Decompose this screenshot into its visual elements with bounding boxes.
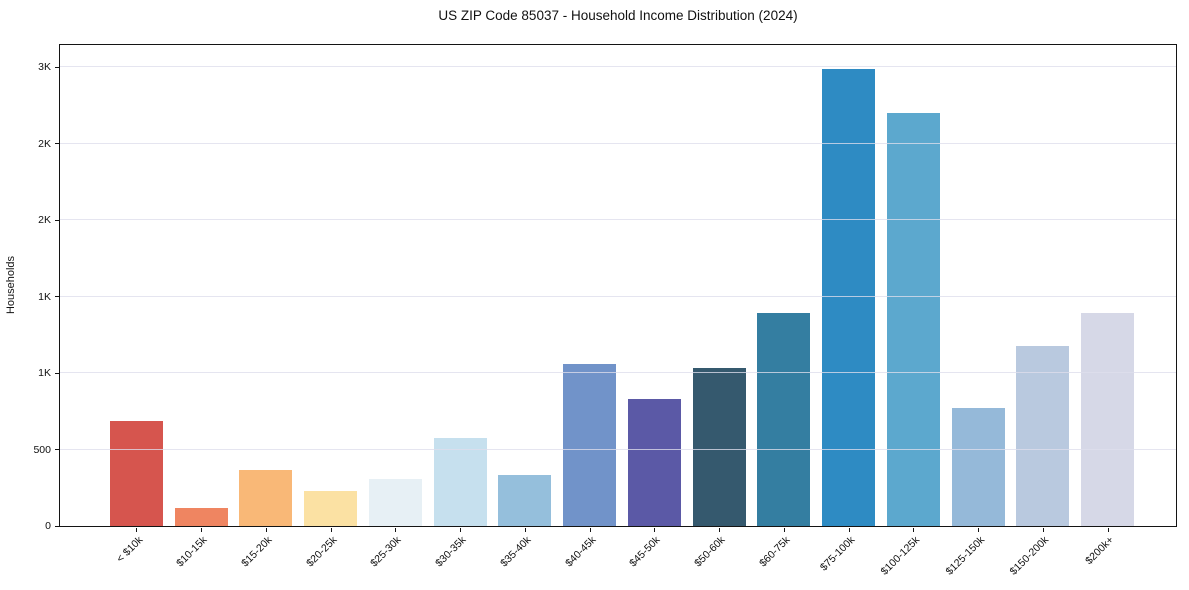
x-tick-mark [136, 527, 138, 532]
bar-slot-10: $50-60k [687, 45, 752, 569]
y-tick-mark [54, 449, 59, 451]
x-tick-mark [589, 527, 591, 532]
x-tick-label: $40-45k [562, 534, 599, 570]
bar-40-45k [563, 364, 617, 526]
y-tick-label: 2K [38, 137, 51, 150]
x-tick-mark [524, 527, 526, 532]
bars-row: < $10k $10-15k $15-20k $20-25k $25-30k $30-35… [104, 45, 1140, 578]
x-tick-mark [201, 527, 203, 532]
bar-slot-8: $40-45k [557, 45, 622, 569]
x-tick-mark [848, 527, 850, 532]
bar-slot-15: $150-200k [1008, 45, 1076, 578]
y-tick-label: 2K [38, 214, 51, 227]
x-tick-label: $45-50k [627, 534, 663, 570]
bar-slot-9: $45-50k [622, 45, 687, 569]
x-tick-label: $200k+ [1083, 534, 1117, 568]
bar-slot-4: $20-25k [298, 45, 363, 569]
bar-200k [1081, 312, 1135, 526]
bar-10k [109, 421, 163, 526]
bar-45-50k [627, 399, 681, 526]
bar-30-35k [433, 438, 487, 526]
x-tick-label: $75-100k [817, 534, 858, 574]
x-tick-mark [1042, 527, 1044, 532]
y-tick-mark [54, 143, 59, 145]
x-tick-label: $10-15k [174, 534, 210, 570]
bar-75-100k [822, 69, 876, 526]
x-tick-mark [330, 527, 332, 532]
x-tick-label: $100-125k [878, 534, 922, 578]
y-axis-label: Households [5, 255, 17, 315]
bar-25-30k [368, 478, 422, 526]
x-tick-mark [1107, 527, 1109, 532]
bar-15-20k [239, 470, 293, 526]
x-tick-label: < $10k [113, 534, 145, 565]
x-tick-mark [783, 527, 785, 532]
x-tick-label: $15-20k [239, 534, 275, 570]
y-tick-label: 1K [38, 367, 51, 380]
y-tick-label: 0 [45, 520, 51, 532]
x-tick-mark [395, 527, 397, 532]
y-tick-mark [54, 219, 59, 221]
bar-50-60k [692, 368, 746, 526]
y-tick-mark [54, 66, 59, 68]
bar-slot-16: $200k+ [1075, 45, 1140, 567]
bar-slot-11: $60-75k [752, 45, 817, 569]
x-tick-label: $150-200k [1007, 534, 1052, 578]
x-tick-label: $35-40k [498, 534, 534, 570]
bar-slot-2: $10-15k [169, 45, 234, 569]
x-tick-mark [978, 527, 980, 532]
y-tick-label: 1K [38, 290, 51, 303]
bar-60-75k [757, 313, 811, 526]
bar-10-15k [174, 508, 228, 526]
bar-125-150k [951, 408, 1005, 526]
x-tick-mark [460, 527, 462, 532]
y-tick-mark [54, 372, 59, 374]
plot-area: 0 500 1K 1K 2K 2K 3K < $10k $10-15k $15-20k $20-2… [33, 44, 1177, 578]
bar-slot-6: $30-35k [428, 45, 493, 569]
bar-slot-13: $100-125k [878, 45, 946, 578]
x-tick-label: $25-30k [368, 534, 404, 570]
bar-slot-14: $125-150k [943, 45, 1011, 578]
x-tick-mark [719, 527, 721, 532]
y-tick-mark [54, 525, 59, 527]
x-tick-mark [913, 527, 915, 532]
bar-slot-5: $25-30k [363, 45, 428, 569]
x-tick-mark [265, 527, 267, 532]
bar-20-25k [304, 491, 358, 526]
bar-100-125k [886, 113, 940, 526]
y-tick-label: 3K [38, 61, 51, 74]
y-tick-mark [54, 296, 59, 298]
bar-slot-7: $35-40k [493, 45, 558, 569]
x-tick-label: $50-60k [692, 534, 728, 570]
bar-slot-1: < $10k [104, 45, 169, 565]
x-tick-label: $20-25k [303, 534, 340, 570]
bar-slot-3: $15-20k [234, 45, 299, 569]
chart-title: US ZIP Code 85037 - Household Income Dis… [438, 8, 798, 23]
x-tick-label: $125-150k [943, 534, 987, 578]
bar-150-200k [1016, 345, 1070, 526]
x-tick-mark [654, 527, 656, 532]
y-tick-label: 500 [33, 443, 51, 456]
bar-slot-12: $75-100k [816, 45, 881, 573]
x-tick-label: $30-35k [433, 534, 469, 570]
x-tick-label: $60-75k [757, 534, 793, 570]
bar-35-40k [498, 475, 552, 526]
